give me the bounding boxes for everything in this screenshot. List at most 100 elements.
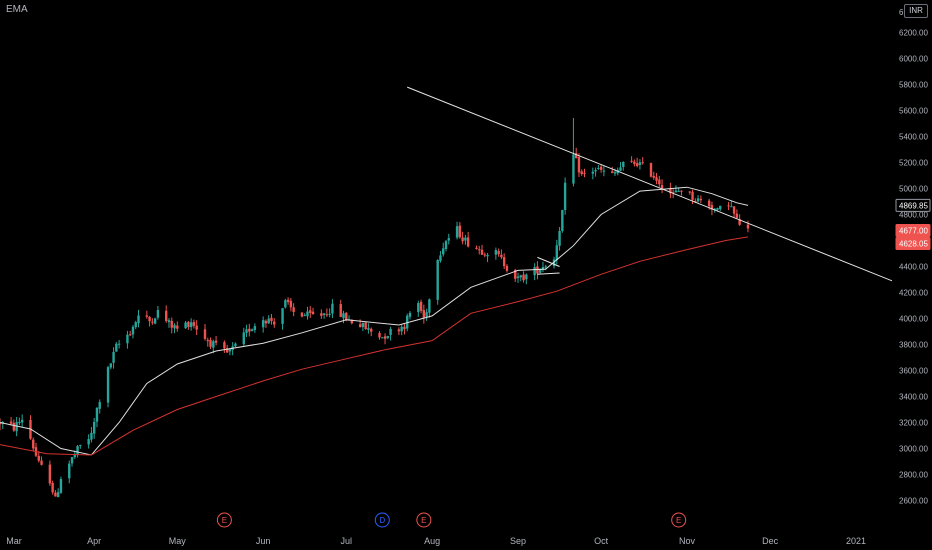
candle-body [192,322,196,326]
event-marker [216,512,232,528]
price-tick-label: 6000.00 [899,55,928,64]
candle-body [403,326,406,330]
candle-body [234,343,237,347]
price-tick-label: 3200.00 [899,419,928,428]
candle-body [56,492,60,498]
candle-body [716,208,719,210]
event-marker [416,512,432,528]
candle-body [292,307,295,312]
event-marker-label: E [421,516,426,525]
event-marker-label: E [676,516,681,525]
candle-body [561,209,564,231]
candle-body [519,275,522,278]
study-legend-ema[interactable]: EMA [6,4,28,15]
candle-body [364,322,367,330]
price-axis[interactable]: 2600.00 2800.00 3000.00 3200.00 3400.00 3600.… [892,0,932,525]
candle-body [223,342,226,349]
candle-body [311,311,315,315]
candle-body [322,313,326,315]
candle-body [212,341,215,348]
price-label-box [895,236,931,250]
candle-body [583,172,586,174]
candle-body [691,191,694,200]
candle-body [126,334,129,344]
candle-body [209,339,212,347]
candle-body [669,188,672,194]
candle-body [9,421,13,424]
candle-body [270,317,273,322]
time-axis[interactable]: Mar Apr May Jun Jul Aug Sep Oct Nov Dec 2021 [0,525,932,550]
trendlines [407,86,893,282]
price-tick-label: 5600.00 [899,107,928,116]
candle-body [713,208,716,210]
event-marker-label: D [379,516,385,525]
candle-body [419,301,423,311]
candle-body [345,312,348,321]
event-marker [374,512,390,528]
candle-body [408,312,412,317]
currency-badge[interactable]: INR [904,4,928,18]
candle-body [558,230,561,246]
candle-body [732,206,736,214]
price-labels: 4869.85 4677.00 4628.05 [895,198,931,250]
price-tick-label: 3800.00 [899,341,928,350]
candle-body [494,249,498,255]
candle-body [134,322,137,328]
candle-body [444,241,448,250]
candle-body [32,439,35,449]
candle-body [635,163,639,167]
candle-body [195,325,198,330]
candle-body [417,303,420,313]
candle-body [599,166,603,170]
candle-body [671,192,675,194]
candle-body [694,201,697,203]
candle-body [699,198,703,201]
candle-body [106,367,110,403]
candle-body [719,205,722,210]
candle-body [611,171,614,173]
price-tick-label: 2800.00 [899,471,928,480]
candle-body [436,260,439,300]
candle-body [544,266,547,268]
price-tick-label: 4800.00 [899,211,928,220]
candle-body [18,421,21,424]
candle-body [242,332,245,345]
candle-body [267,318,270,324]
candle-body [131,326,135,335]
candle-body [658,179,661,185]
price-tick-label: 5000.00 [899,185,928,194]
candle-body [145,315,149,317]
candle-body [425,312,428,317]
candle-body [525,274,528,280]
candle-body [500,254,503,258]
candle-body [478,249,481,251]
candle-body [735,213,739,218]
candle-body [389,328,392,335]
candle-body [674,190,678,193]
candle-body [115,343,118,352]
candle-body [541,267,545,271]
candle-body [613,172,617,174]
candle-body [156,310,160,318]
candle-body [680,190,683,192]
candle-body [383,336,387,339]
price-label-box [895,223,931,237]
candle-body [514,269,517,279]
candle-body [20,419,24,423]
time-tick-label: Nov [679,536,696,546]
candle-body [189,322,193,328]
candle-body [594,169,597,172]
candle-body [447,238,450,241]
event-marker-label: E [222,516,227,525]
candle-body [40,460,43,465]
candle-body [638,162,642,165]
candle-body [48,464,52,484]
time-tick-label: Dec [762,536,779,546]
time-tick-label: Sep [510,536,526,546]
candle-body [480,249,484,255]
candle-body [707,200,711,207]
candle-body [386,336,390,338]
candle-body [342,313,345,319]
